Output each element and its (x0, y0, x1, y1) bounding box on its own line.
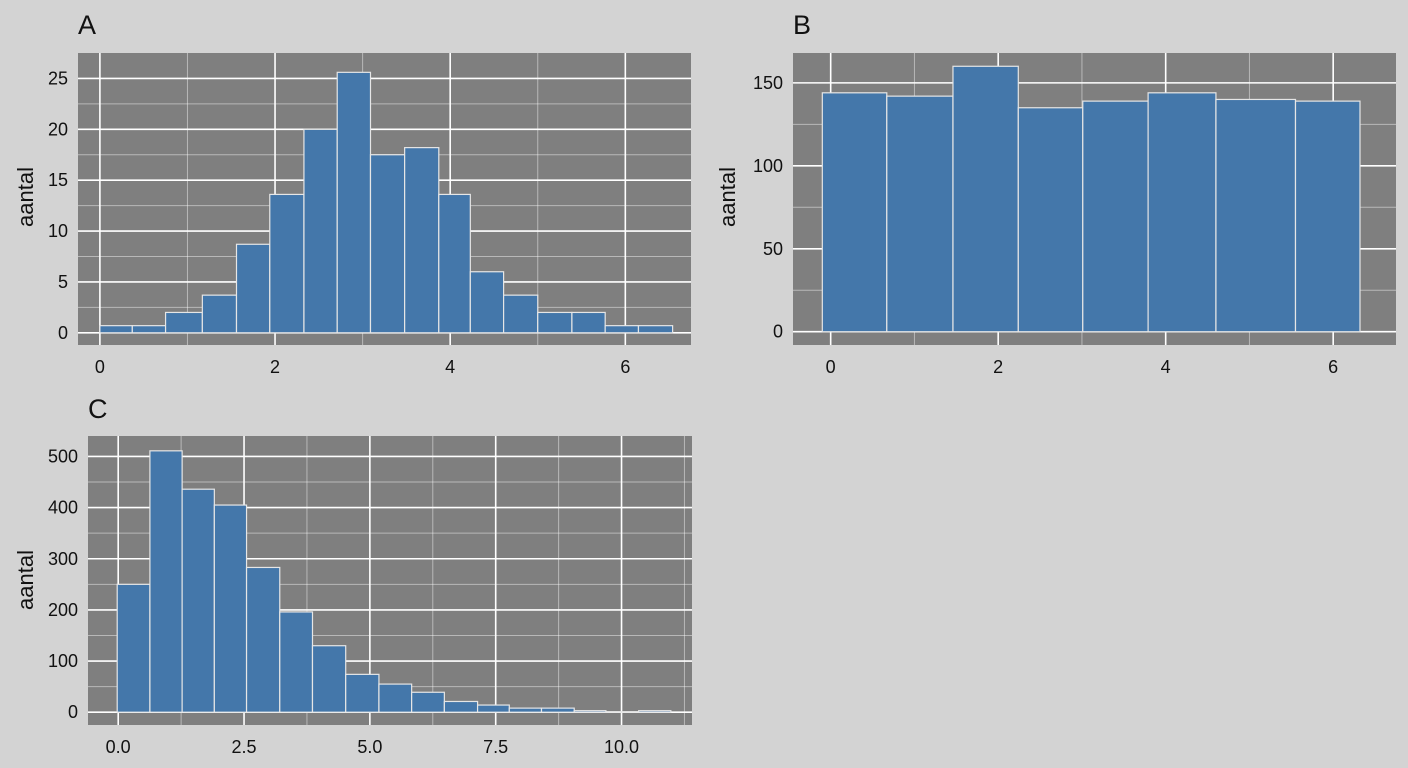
panel-a-bar (99, 325, 133, 334)
panel-c-bar (245, 566, 281, 713)
panel-a-bar (637, 325, 674, 334)
panel-a-y-tick-label: 5 (58, 272, 68, 292)
panel-a-label: A (78, 10, 96, 40)
panel-c-bar (573, 710, 607, 713)
panel-a-bar (438, 193, 471, 334)
panel-a-y-tick-label: 10 (48, 221, 68, 241)
panel-a-x-tick-label: 0 (95, 357, 105, 377)
panel-c-bar (540, 707, 575, 713)
panel-b-y-tick-label: 150 (753, 73, 783, 93)
panel-a-bar (404, 147, 440, 334)
panel-c-bar (181, 488, 215, 713)
panel-b-bar (1082, 100, 1149, 333)
panel-c-bar (116, 583, 151, 713)
panel-c-bar (311, 645, 347, 713)
panel-b-x-tick-label: 2 (993, 357, 1003, 377)
panel-c-bar (411, 691, 445, 713)
panel-c-bar (508, 707, 543, 713)
panel-a-x-tick-label: 6 (620, 357, 630, 377)
panel-c-y-tick-label: 100 (48, 651, 78, 671)
panel-b-bar (1147, 92, 1217, 333)
panel-b-y-tick-label: 50 (763, 239, 783, 259)
panel-c-y-tick-label: 300 (48, 549, 78, 569)
panel-b-x-tick-label: 0 (826, 357, 836, 377)
panel-a-y-axis-title: aantal (13, 167, 38, 227)
panel-c-y-tick-label: 0 (68, 702, 78, 722)
panel-a-bar (369, 154, 406, 334)
panel-c-x-tick-label: 10.0 (604, 737, 639, 757)
panel-a-y-tick-label: 20 (48, 119, 68, 139)
panel-b-label: B (793, 10, 811, 40)
panel-a-y-tick-label: 15 (48, 170, 68, 190)
panel-b-bar (821, 92, 888, 333)
panel-a-bar (537, 311, 573, 334)
panel-c-x-tick-label: 5.0 (357, 737, 382, 757)
panel-b-bar (952, 65, 1019, 333)
panel-b-bar (1294, 100, 1361, 333)
panel-a-bar (336, 71, 372, 334)
panel-b-bar (886, 95, 954, 333)
panel-b-y-axis-title: aantal (715, 167, 740, 227)
panel-c: C aantal 0.0 2.5 5.0 7.5 10.0 0 100 200 300 400 5… (13, 394, 692, 757)
panel-c-bar (638, 710, 672, 713)
panel-a-x-tick-label: 2 (270, 357, 280, 377)
panel-b-bar (1215, 98, 1297, 333)
panel-c-bar (345, 673, 380, 713)
panel-a-bar (571, 311, 606, 334)
panel-c-x-tick-label: 7.5 (483, 737, 508, 757)
panel-a-bar (502, 294, 539, 334)
panel-a-bar (269, 193, 305, 334)
panel-a-bar (235, 243, 271, 334)
panel-a-y-tick-label: 0 (58, 323, 68, 343)
panel-b: B aantal 0 2 4 6 0 50 100 150 (715, 10, 1396, 377)
panel-c-bar (605, 711, 640, 713)
panel-b-x-tick-label: 6 (1328, 357, 1338, 377)
panel-a-x-tick-label: 4 (445, 357, 455, 377)
panel-c-bar (378, 683, 413, 713)
panel-c-bar (149, 450, 183, 713)
panel-a-bar (469, 271, 505, 334)
panel-c-x-tick-label: 2.5 (232, 737, 257, 757)
panel-a-bar (303, 128, 338, 334)
panel-b-y-tick-label: 100 (753, 156, 783, 176)
panel-c-bar (213, 504, 248, 713)
panel-a-bar (164, 311, 203, 334)
panel-a-bar (201, 294, 238, 334)
panel-a-bar (131, 325, 167, 334)
panel-c-bar (279, 611, 314, 713)
panel-b-bar (1017, 107, 1084, 333)
panel-c-y-tick-label: 200 (48, 600, 78, 620)
panel-a-y-tick-label: 25 (48, 68, 68, 88)
panel-c-y-tick-label: 400 (48, 498, 78, 518)
panel-b-x-tick-label: 4 (1161, 357, 1171, 377)
panel-c-bar (476, 704, 510, 713)
panel-b-y-tick-label: 0 (773, 322, 783, 342)
panel-c-x-tick-label: 0.0 (106, 737, 131, 757)
panel-c-y-tick-label: 500 (48, 446, 78, 466)
panel-c-label: C (88, 394, 108, 424)
panel-a-bar (604, 325, 640, 334)
panel-c-bar (443, 700, 479, 713)
panel-c-y-axis-title: aantal (13, 550, 38, 610)
panel-a: A aantal 0 2 4 6 0 5 10 15 20 25 (13, 10, 691, 377)
